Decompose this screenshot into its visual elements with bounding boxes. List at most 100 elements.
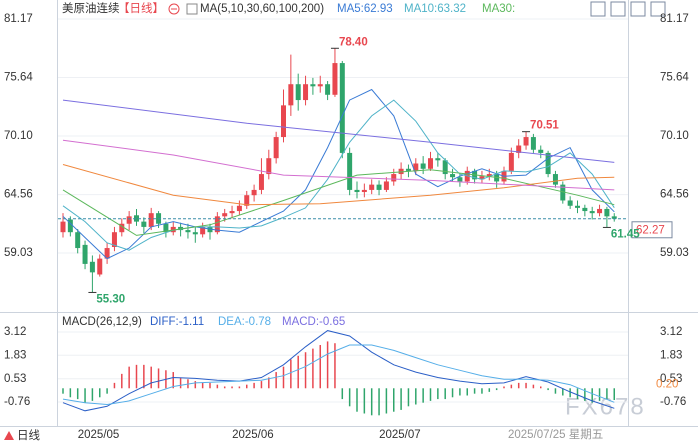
series-line — [62, 169, 615, 236]
ma-title: MA(5,10,30,60,100,200) — [200, 3, 324, 15]
candle-body — [508, 152, 514, 171]
candle-body — [134, 215, 139, 222]
y-tick-label-right: 64.56 — [660, 189, 689, 201]
annotation-label: 55.30 — [96, 293, 125, 305]
tool-button[interactable] — [590, 1, 606, 17]
tool-button[interactable] — [650, 1, 666, 17]
candle-body — [582, 207, 588, 212]
candle-body — [589, 211, 595, 214]
candle-body — [428, 158, 433, 169]
candle-body — [251, 189, 257, 196]
settings-icon[interactable] — [186, 3, 198, 15]
y-tick-label-right: 70.10 — [660, 130, 689, 142]
candle-body — [67, 219, 73, 233]
candle-body — [332, 63, 338, 95]
candle-body — [405, 168, 411, 171]
series-line — [62, 164, 615, 206]
candle-body — [575, 205, 580, 208]
legend-ma30: MA30: — [482, 3, 515, 15]
toolbar — [590, 1, 666, 17]
candle-body — [545, 152, 551, 175]
legend-ma10: MA10:63.32 — [404, 3, 466, 15]
legend-ma5: MA5:62.93 — [337, 3, 393, 15]
candle-body — [303, 84, 309, 101]
instrument-name: 美原油连续 — [62, 1, 120, 15]
candle-body — [163, 223, 169, 233]
candle-body — [258, 174, 264, 190]
tool-button[interactable] — [610, 1, 626, 17]
candle-body — [450, 174, 456, 178]
collapse-icon[interactable] — [168, 3, 180, 15]
y-tick-label: 75.64 — [4, 71, 33, 83]
candle-body — [479, 176, 485, 180]
candle-body — [361, 189, 367, 193]
candle-body — [560, 184, 566, 201]
candle-body — [420, 163, 426, 169]
y-tick-label: 70.10 — [4, 130, 33, 142]
candle-body — [413, 163, 419, 171]
candle-body — [597, 208, 603, 214]
candle-body — [266, 158, 272, 175]
candle-body — [339, 63, 345, 153]
y-tick-label-right: 1.83 — [660, 349, 682, 361]
y-tick-label: 0.53 — [4, 373, 26, 385]
candle-body — [604, 208, 610, 217]
series-line — [62, 99, 615, 163]
candle-body — [214, 216, 220, 233]
candle-body — [486, 174, 492, 177]
candle-body — [383, 181, 389, 190]
candle-body — [376, 184, 382, 190]
y-tick-label-right: 75.64 — [660, 71, 689, 83]
y-tick-label-right: 0.53 — [660, 373, 682, 385]
y-tick-label-right: 81.17 — [660, 13, 689, 25]
candle-body — [185, 230, 191, 233]
candle-body — [295, 84, 301, 101]
y-tick-label-right: 59.03 — [660, 247, 689, 259]
macd-title: MACD(26,12,9) — [62, 316, 142, 328]
candle-body — [273, 137, 279, 159]
tool-button[interactable] — [630, 1, 646, 17]
candle-body — [89, 261, 95, 273]
candle-body — [516, 145, 522, 153]
legend-dea: DEA:-0.78 — [218, 316, 271, 328]
candle-body — [288, 84, 294, 106]
candle-body — [60, 221, 66, 233]
legend-macd: MACD:-0.65 — [282, 316, 345, 328]
candle-body — [192, 232, 198, 235]
period-switch[interactable]: 日线 — [17, 428, 40, 442]
series-line — [62, 344, 615, 406]
candle-body — [141, 221, 147, 227]
y-tick-label-right: -0.76 — [660, 396, 686, 408]
candle-body — [104, 248, 110, 259]
candle-body — [200, 226, 206, 235]
candle-body — [317, 84, 323, 87]
candle-body — [148, 213, 154, 227]
y-tick-label: 64.56 — [4, 189, 33, 201]
period-label: 【日线】 — [118, 1, 164, 15]
candle-body — [119, 223, 125, 233]
candle-body — [442, 160, 448, 175]
candle-body — [457, 177, 463, 182]
candle-body — [347, 152, 353, 190]
candle-body — [222, 213, 228, 217]
candle-body — [207, 226, 213, 233]
y-tick-label-right: 3.12 — [660, 326, 682, 338]
candle-body — [523, 137, 529, 146]
period-switch-icon[interactable] — [4, 431, 14, 440]
candle-body — [567, 200, 573, 206]
x-tick-label: 2025/06 — [232, 429, 274, 441]
candle-body — [325, 84, 331, 95]
legend-diff: DIFF:-1.11 — [150, 316, 204, 328]
candle-body — [281, 105, 286, 138]
candle-body — [398, 168, 404, 175]
y-tick-label: -0.76 — [4, 396, 30, 408]
candle-body — [354, 189, 360, 193]
candle-body — [97, 258, 103, 275]
candle-body — [611, 216, 617, 219]
candle-body — [75, 232, 81, 249]
y-tick-label: 59.03 — [4, 247, 33, 259]
annotation-label: 78.40 — [339, 36, 368, 48]
y-tick-label: 81.17 — [4, 13, 33, 25]
